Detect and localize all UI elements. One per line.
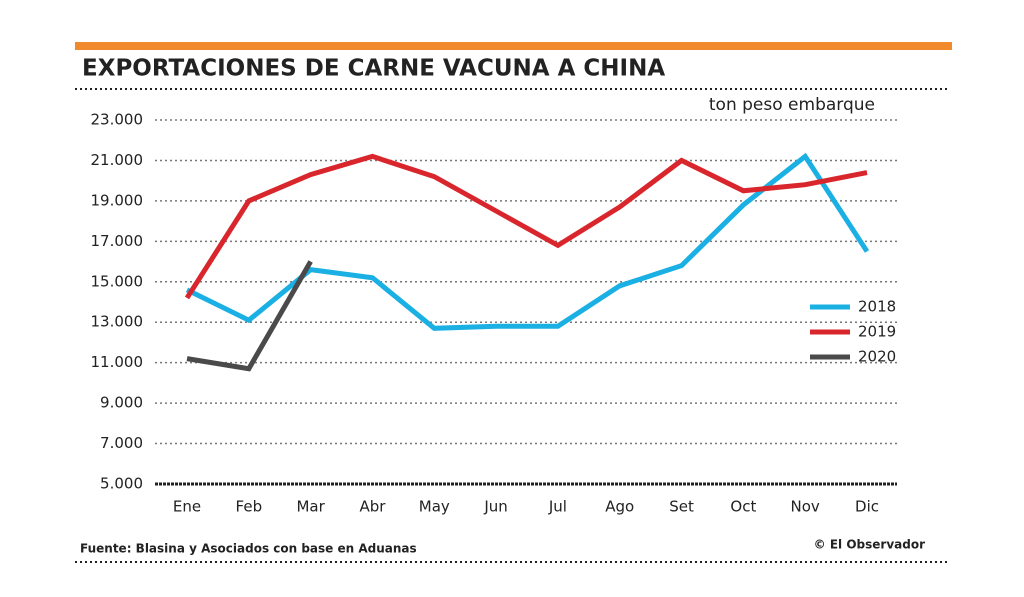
legend-label: 2018 xyxy=(858,298,896,316)
chart-title: EXPORTACIONES DE CARNE VACUNA A CHINA xyxy=(82,56,665,82)
y-tick-label: 5.000 xyxy=(100,475,143,493)
y-tick-label: 11.000 xyxy=(91,353,144,371)
series-line xyxy=(186,260,313,372)
y-tick-label: 23.000 xyxy=(91,111,144,129)
y-tick-label: 13.000 xyxy=(91,313,144,331)
x-tick-label: Nov xyxy=(791,498,820,516)
x-tick-label: Set xyxy=(669,498,694,516)
y-tick-label: 19.000 xyxy=(91,191,144,209)
x-tick-label: Jun xyxy=(483,498,507,516)
x-tick-label: Ago xyxy=(605,498,634,516)
x-tick-label: Dic xyxy=(855,498,879,516)
y-tick-label: 15.000 xyxy=(91,272,144,290)
y-tick-label: 21.000 xyxy=(91,151,144,169)
y-tick-label: 17.000 xyxy=(91,232,144,250)
source: Fuente: Blasina y Asociados con base en … xyxy=(80,542,417,556)
x-tick-label: May xyxy=(419,498,450,516)
y-tick-label: 7.000 xyxy=(100,434,143,452)
x-tick-label: Mar xyxy=(296,498,325,516)
legend-label: 2020 xyxy=(858,348,896,366)
series-line xyxy=(184,153,868,300)
legend-label: 2019 xyxy=(858,323,896,341)
top-bar xyxy=(75,42,952,50)
unit-label: ton peso embarque xyxy=(709,95,875,115)
x-tick-label: Feb xyxy=(236,498,263,516)
y-tick-label: 9.000 xyxy=(100,394,143,412)
x-tick-label: Ene xyxy=(173,498,201,516)
credit: © El Observador xyxy=(814,538,925,552)
x-tick-label: Abr xyxy=(359,498,386,516)
x-tick-label: Oct xyxy=(730,498,756,516)
x-tick-label: Jul xyxy=(548,498,567,516)
